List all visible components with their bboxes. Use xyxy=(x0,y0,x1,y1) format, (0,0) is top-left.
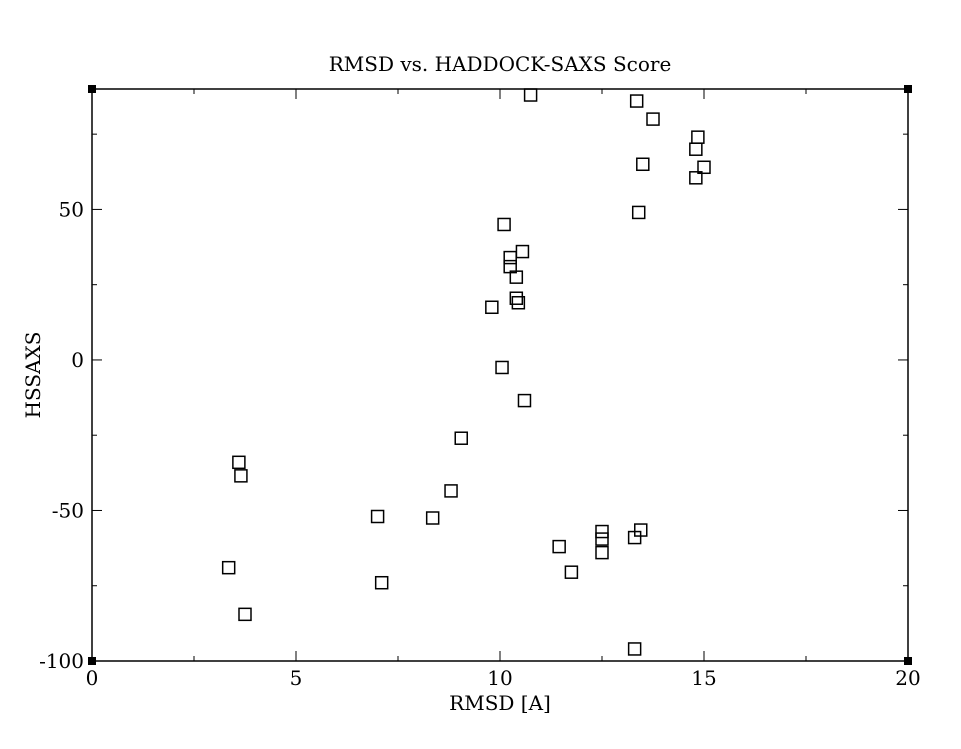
chart-title: RMSD vs. HADDOCK-SAXS Score xyxy=(329,52,672,76)
x-tick-label: 0 xyxy=(86,666,99,690)
data-point xyxy=(509,270,524,284)
data-point xyxy=(503,250,517,265)
data-point xyxy=(629,94,644,108)
data-point xyxy=(234,469,248,483)
plot-frame xyxy=(91,88,909,662)
data-point xyxy=(517,393,532,408)
data-point xyxy=(631,205,646,220)
y-tick-label: 50 xyxy=(59,197,84,221)
corner-markers xyxy=(88,85,912,665)
x-tick-label: 5 xyxy=(290,666,303,690)
data-point xyxy=(627,530,642,545)
axis-tick-labels: 0 5 10 15 20 -100 -50 0 50 xyxy=(39,197,921,690)
x-tick-label: 20 xyxy=(895,666,920,690)
data-point xyxy=(689,142,703,156)
data-point xyxy=(509,291,524,305)
x-tick-label: 10 xyxy=(487,666,512,690)
data-point xyxy=(523,88,538,102)
data-point xyxy=(595,532,609,546)
data-point xyxy=(697,160,711,175)
data-point xyxy=(221,560,236,575)
data-point xyxy=(370,509,385,524)
y-axis-label: HSSAXS xyxy=(21,332,45,419)
data-point xyxy=(689,171,703,185)
y-tick-label: -100 xyxy=(39,649,84,673)
data-point xyxy=(552,539,566,554)
data-point xyxy=(595,545,609,560)
data-point xyxy=(627,642,642,656)
data-point xyxy=(444,484,458,498)
data-point xyxy=(646,112,660,126)
data-point xyxy=(485,300,499,315)
data-point xyxy=(636,157,650,172)
data-point xyxy=(374,575,389,590)
x-axis-label: RMSD [A] xyxy=(449,691,551,715)
data-point xyxy=(495,360,509,375)
data-point xyxy=(454,431,468,445)
y-tick-label: -50 xyxy=(52,498,84,522)
data-point xyxy=(595,524,609,539)
data-point xyxy=(425,511,440,525)
data-points xyxy=(221,88,711,656)
data-point xyxy=(511,295,526,310)
data-point xyxy=(232,455,246,470)
data-point xyxy=(238,607,252,622)
data-point xyxy=(564,565,579,579)
y-tick-label: 0 xyxy=(71,348,84,372)
data-point xyxy=(515,244,530,259)
data-point xyxy=(497,217,511,232)
data-point xyxy=(691,130,705,144)
axis-ticks xyxy=(91,89,909,662)
x-tick-label: 15 xyxy=(691,666,716,690)
